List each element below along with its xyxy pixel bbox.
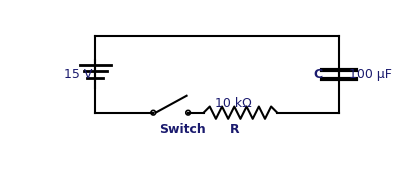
- Text: 10 kΩ: 10 kΩ: [215, 97, 252, 110]
- Text: 100 μF: 100 μF: [349, 68, 392, 81]
- Text: Switch: Switch: [159, 123, 206, 136]
- Text: C: C: [313, 68, 322, 81]
- Text: R: R: [230, 123, 239, 136]
- Text: 15 V: 15 V: [64, 68, 92, 81]
